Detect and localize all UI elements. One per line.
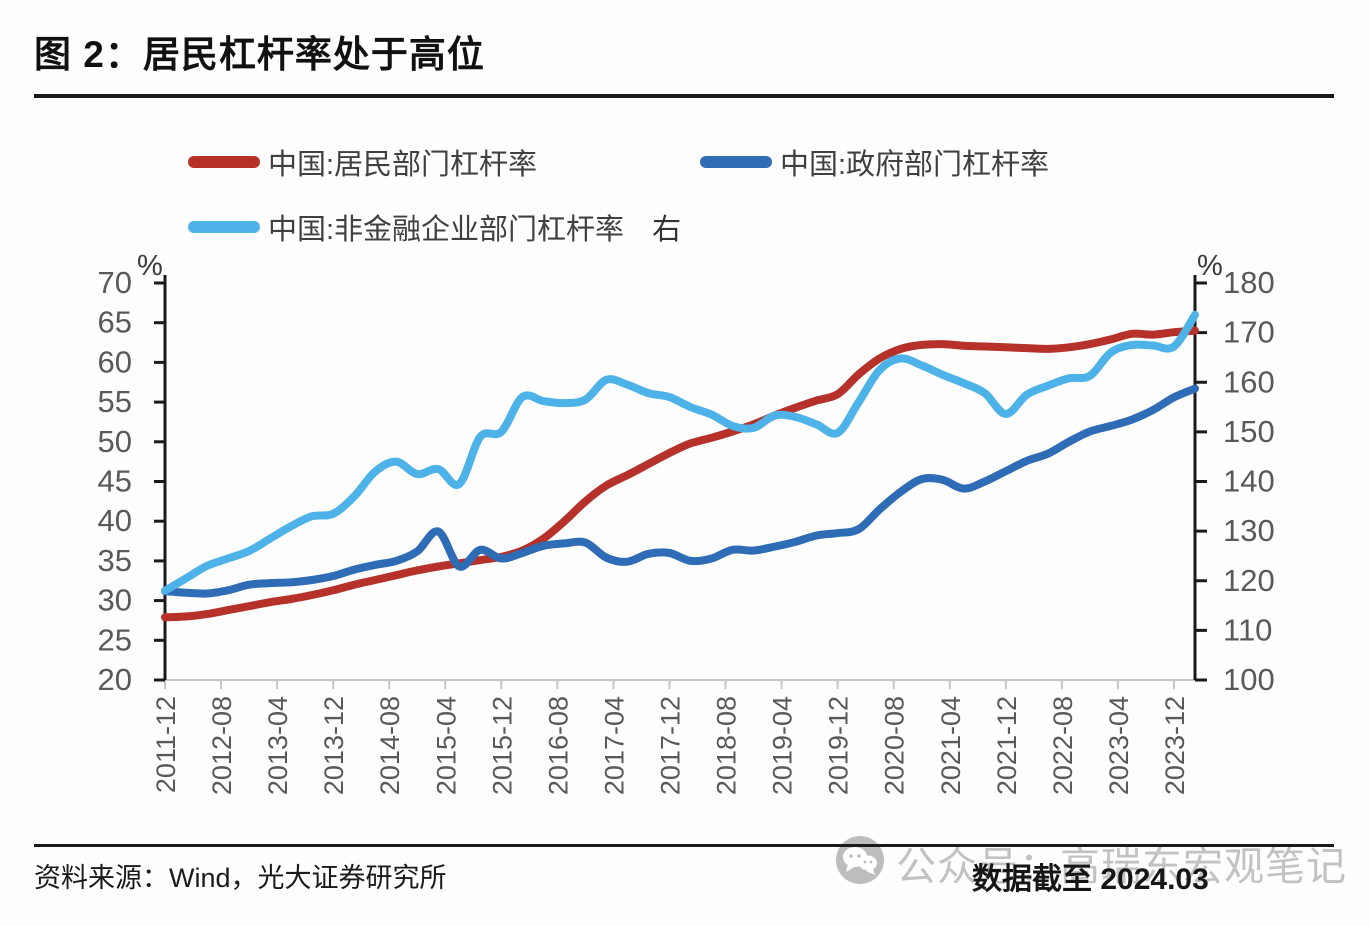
left-axis-tick-label: 25	[98, 622, 132, 657]
right-axis-tick-label: 140	[1223, 464, 1275, 499]
x-tick-label: 2019-12	[824, 696, 854, 795]
left-axis-tick-label: 60	[98, 344, 132, 379]
x-tick-label: 2023-12	[1160, 696, 1190, 795]
x-tick-label: 2020-08	[880, 696, 910, 795]
legend-item-1: 中国:政府部门杠杆率	[700, 141, 1049, 183]
right-axis-tick-label: 100	[1223, 662, 1275, 697]
legend-swatch-1	[700, 156, 772, 168]
left-axis-tick-label: 40	[98, 503, 132, 538]
left-axis-tick-label: 45	[98, 464, 132, 499]
left-axis-tick-label: 50	[98, 424, 132, 459]
x-tick-label: 2015-04	[431, 696, 461, 795]
right-axis-tick-label: 130	[1223, 513, 1275, 548]
x-tick-label: 2015-12	[487, 696, 517, 795]
right-axis-tick-label: 160	[1223, 364, 1275, 399]
footer-divider	[34, 844, 1334, 847]
legend-label-1: 中国:政府部门杠杆率	[780, 149, 1050, 181]
right-axis-unit: %	[1197, 250, 1223, 282]
x-tick-label: 2018-08	[712, 696, 742, 795]
right-axis-tick-label: 120	[1223, 563, 1275, 598]
left-axis-tick-label: 30	[98, 583, 132, 618]
page-title: 图 2：居民杠杆率处于高位	[34, 34, 485, 75]
x-tick-label: 2014-08	[375, 696, 405, 795]
x-tick-label: 2016-08	[543, 696, 573, 795]
legend-swatch-2	[188, 221, 260, 233]
right-axis-tick-label: 180	[1223, 265, 1275, 300]
legend-label-0: 中国:居民部门杠杆率	[268, 149, 538, 181]
right-axis-tick-label: 170	[1223, 315, 1275, 350]
legend-right-axis-flag: 右	[652, 214, 682, 246]
x-tick-label: 2021-12	[992, 696, 1022, 795]
wechat-icon	[836, 836, 884, 884]
series-line-government	[161, 384, 1199, 598]
title-divider	[34, 94, 1334, 98]
legend-swatch-0	[188, 156, 260, 168]
x-tick-label: 2013-04	[263, 696, 293, 795]
x-tick-label: 2022-08	[1048, 696, 1078, 795]
legend-item-2: 中国:非金融企业部门杠杆率右	[188, 206, 681, 248]
x-tick-label: 2019-04	[768, 696, 798, 795]
series-line-household	[161, 326, 1199, 622]
data-cutoff-note: 数据截至 2024.03	[972, 863, 1209, 896]
left-axis-unit: %	[137, 250, 163, 282]
left-axis-tick-label: 70	[98, 265, 132, 300]
legend-label-2: 中国:非金融企业部门杠杆率	[268, 214, 625, 246]
x-tick-label: 2011-12	[151, 696, 181, 793]
x-tick-label: 2017-12	[655, 696, 685, 795]
left-axis-tick-label: 55	[98, 384, 132, 419]
x-tick-label: 2013-12	[319, 696, 349, 795]
x-tick-label: 2017-04	[599, 696, 629, 795]
right-axis-tick-label: 150	[1223, 414, 1275, 449]
x-tick-label: 2021-04	[936, 696, 966, 795]
right-axis-tick-label: 110	[1223, 612, 1272, 647]
x-tick-label: 2023-04	[1104, 696, 1134, 795]
legend-item-0: 中国:居民部门杠杆率	[188, 141, 537, 183]
watermark: 公众号：高瑞东宏观笔记	[834, 834, 1347, 892]
source-note: 资料来源：Wind，光大证券研究所	[34, 863, 447, 893]
left-axis-tick-label: 20	[98, 662, 132, 697]
left-axis-tick-label: 65	[98, 305, 132, 340]
series-line-corporate	[161, 310, 1199, 595]
watermark-text: 公众号：高瑞东宏观笔记	[896, 845, 1347, 889]
left-axis-tick-label: 35	[98, 543, 132, 578]
x-tick-label: 2012-08	[207, 696, 237, 795]
